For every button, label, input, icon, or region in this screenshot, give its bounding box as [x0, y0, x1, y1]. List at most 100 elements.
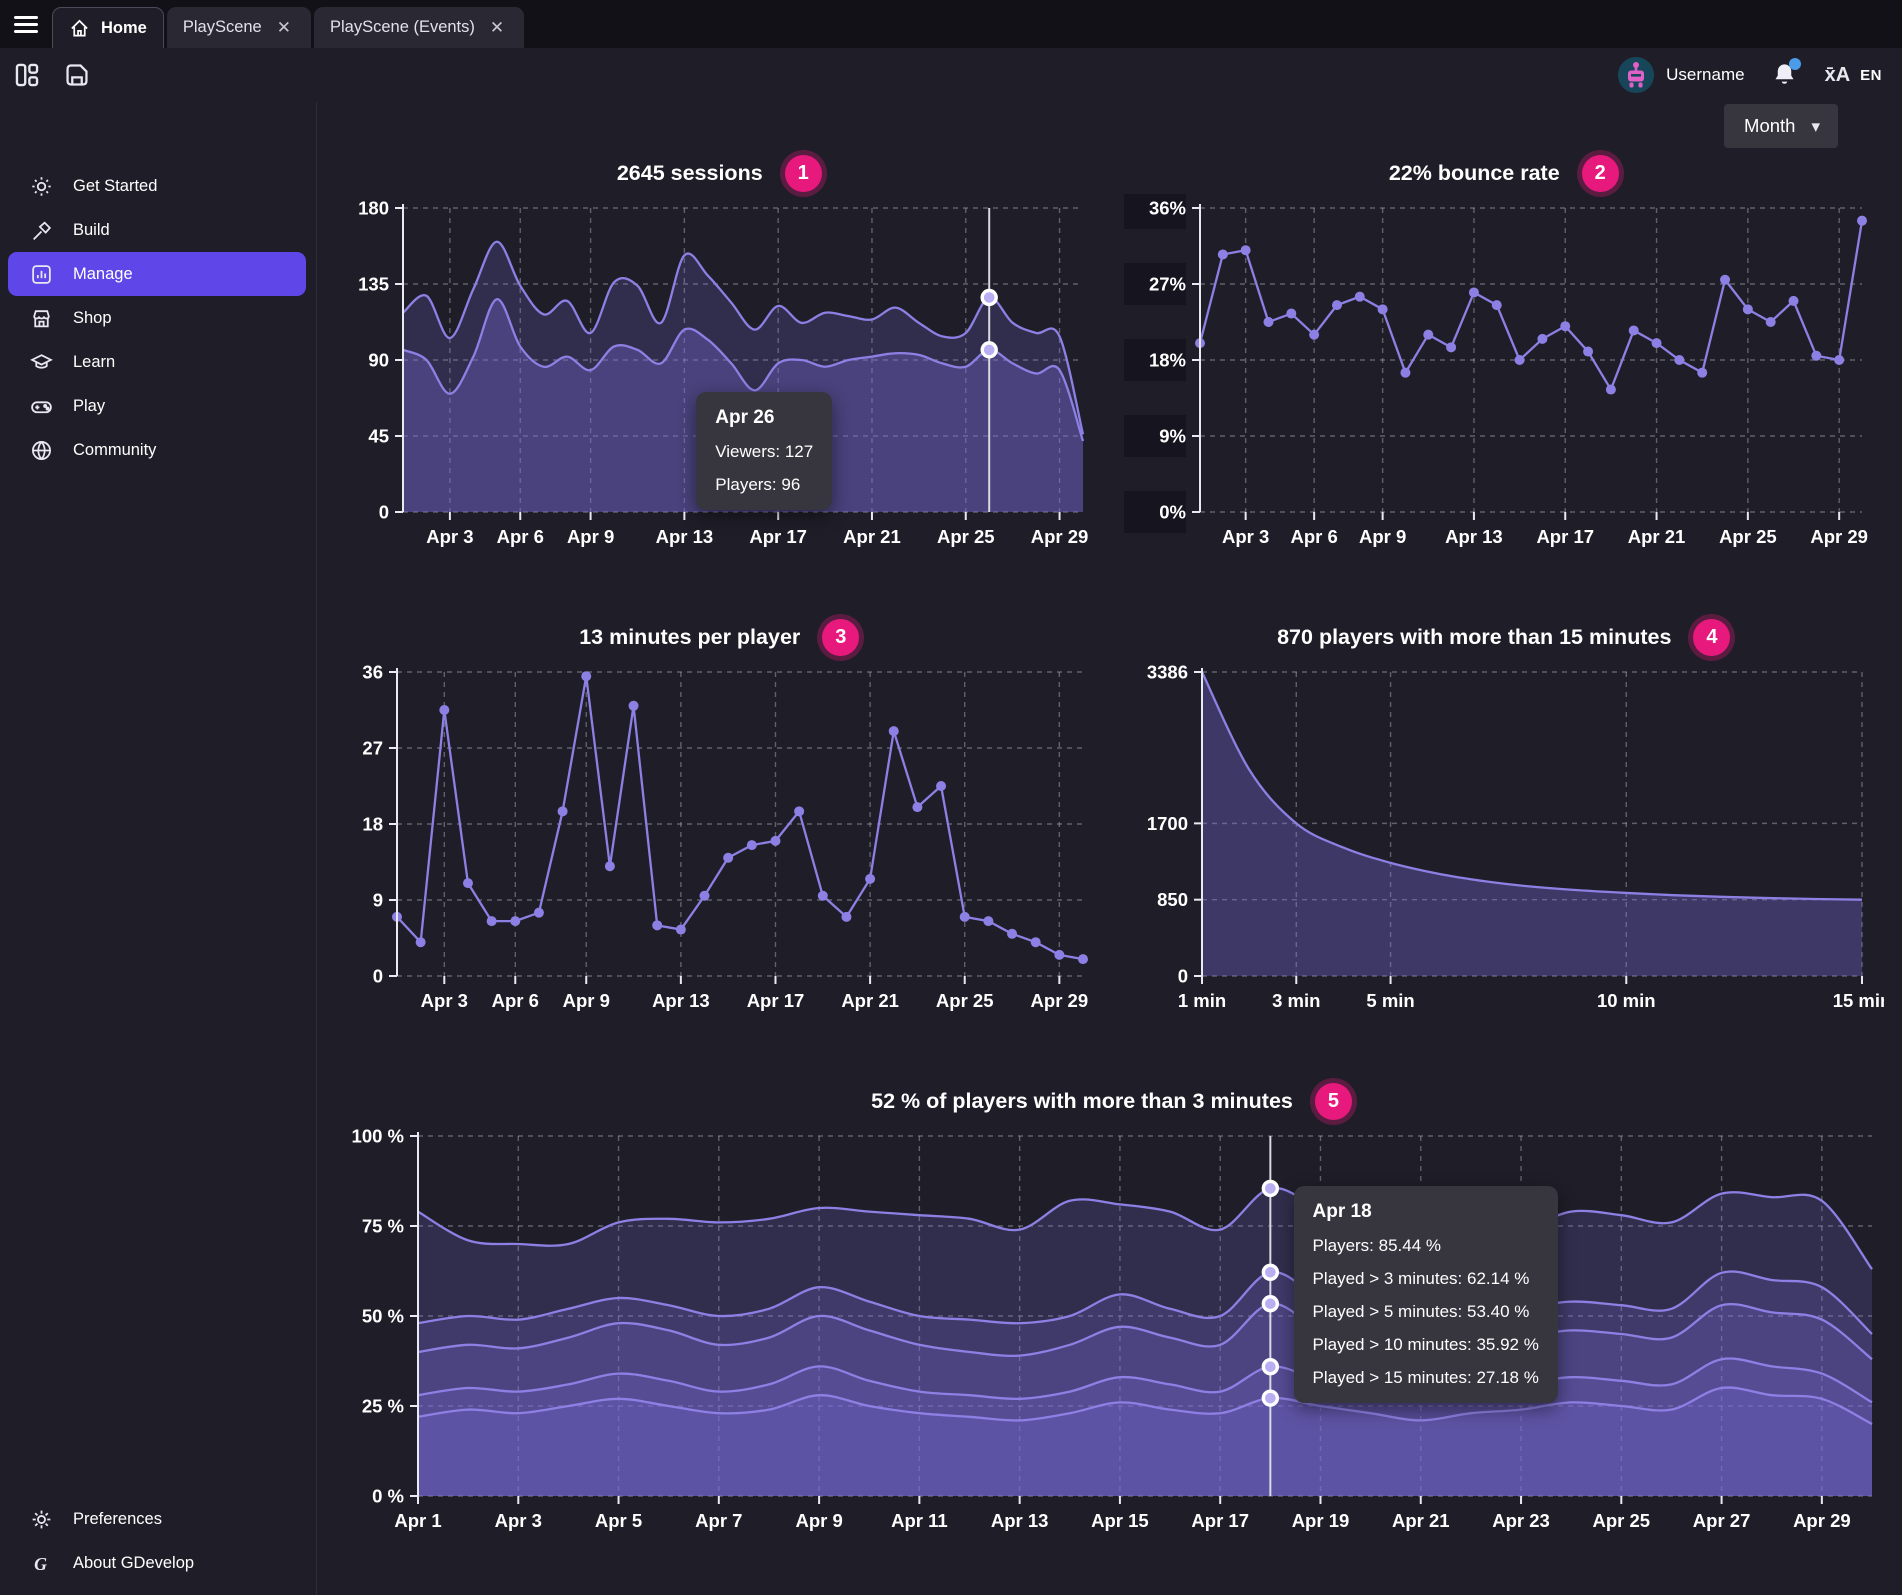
- svg-text:1700: 1700: [1147, 813, 1188, 834]
- minutes-per-player-chart-card: 13 minutes per player 3 0 9 18 27 36 Apr 3 Apr…: [327, 616, 1112, 1018]
- svg-text:Apr 27: Apr 27: [1692, 1510, 1750, 1531]
- sidebar-item-label: Build: [73, 220, 110, 239]
- svg-text:Apr 7: Apr 7: [695, 1510, 742, 1531]
- svg-text:Apr 29: Apr 29: [1810, 526, 1868, 547]
- svg-text:18%: 18%: [1149, 350, 1186, 371]
- home-icon: [71, 19, 88, 37]
- gear-icon: [32, 1510, 51, 1528]
- sidebar-item-community[interactable]: Community: [8, 428, 306, 472]
- user-menu[interactable]: Username: [1618, 57, 1745, 93]
- svg-text:0: 0: [379, 502, 389, 523]
- svg-text:36: 36: [363, 662, 384, 683]
- svg-text:Apr 21: Apr 21: [842, 990, 900, 1011]
- svg-text:1 min: 1 min: [1178, 990, 1226, 1011]
- play-duration-chart-card: 52 % of players with more than 3 minutes…: [327, 1080, 1896, 1542]
- gdevelop-logo-icon: G: [34, 1553, 47, 1573]
- svg-text:Apr 3: Apr 3: [494, 1510, 541, 1531]
- tab-label: PlayScene: [182, 18, 262, 36]
- svg-text:Apr 25: Apr 25: [936, 990, 994, 1011]
- save-icon[interactable]: [64, 62, 90, 88]
- sun-icon: [32, 176, 51, 196]
- svg-text:Apr 13: Apr 13: [1445, 526, 1503, 547]
- svg-text:Apr 9: Apr 9: [1359, 526, 1406, 547]
- svg-text:27%: 27%: [1149, 274, 1186, 295]
- step-badge: 4: [1693, 618, 1731, 656]
- svg-text:Apr 17: Apr 17: [747, 990, 805, 1011]
- period-value: Month: [1744, 115, 1796, 136]
- toolbar: Username x̄A EN: [0, 48, 1902, 102]
- notification-dot: [1788, 58, 1801, 70]
- tab-playscene-events[interactable]: PlayScene (Events) ✕: [313, 7, 525, 48]
- notifications-button[interactable]: [1771, 58, 1801, 89]
- svg-text:180: 180: [358, 198, 389, 219]
- graduation-cap-icon: [30, 353, 53, 369]
- svg-text:Apr 17: Apr 17: [1536, 526, 1594, 547]
- svg-text:Apr 11: Apr 11: [891, 1510, 948, 1531]
- svg-text:Apr 25: Apr 25: [937, 526, 995, 547]
- username-label: Username: [1666, 65, 1745, 84]
- sidebar-item-shop[interactable]: Shop: [8, 296, 306, 340]
- period-select[interactable]: Month: [1724, 104, 1838, 148]
- retention-chart[interactable]: 0 850 1700 3386 1 min 3 min 5 min 10 min 15 min: [1124, 658, 1884, 1018]
- translate-icon: x̄A: [1824, 63, 1851, 86]
- chevron-down-icon: [1811, 115, 1820, 137]
- svg-text:Apr 25: Apr 25: [1719, 526, 1777, 547]
- sidebar-item-label: Get Started: [73, 176, 158, 195]
- step-badge: 3: [822, 618, 860, 656]
- sidebar-item-manage[interactable]: Manage: [8, 252, 306, 296]
- svg-text:3386: 3386: [1147, 662, 1188, 683]
- tab-home[interactable]: Home: [52, 7, 164, 48]
- svg-text:0%: 0%: [1159, 502, 1186, 523]
- svg-text:Apr 3: Apr 3: [421, 990, 468, 1011]
- svg-text:135: 135: [358, 274, 389, 295]
- close-icon[interactable]: ✕: [489, 17, 505, 37]
- svg-text:Apr 13: Apr 13: [652, 990, 710, 1011]
- svg-text:Apr 13: Apr 13: [990, 1510, 1048, 1531]
- tab-playscene[interactable]: PlayScene ✕: [166, 7, 311, 48]
- sidebar-item-label: Manage: [73, 264, 133, 283]
- hamburger-icon: [14, 12, 38, 37]
- svg-text:Apr 6: Apr 6: [1290, 526, 1337, 547]
- svg-text:Apr 21: Apr 21: [1628, 526, 1686, 547]
- svg-text:Apr 25: Apr 25: [1592, 1510, 1650, 1531]
- sidebar-item-label: Community: [73, 440, 157, 459]
- svg-text:10 min: 10 min: [1597, 990, 1656, 1011]
- svg-text:9: 9: [373, 890, 383, 911]
- svg-text:Apr 9: Apr 9: [795, 1510, 842, 1531]
- sidebar-item-label: Shop: [73, 308, 112, 327]
- menu-button[interactable]: [0, 0, 52, 48]
- step-badge: 2: [1581, 154, 1619, 192]
- sidebar-item-about[interactable]: G About GDevelop: [8, 1541, 306, 1585]
- svg-text:Apr 5: Apr 5: [594, 1510, 641, 1531]
- svg-text:Apr 3: Apr 3: [426, 526, 473, 547]
- bell-icon: [1775, 64, 1794, 84]
- sidebar-item-play[interactable]: Play: [8, 384, 306, 428]
- close-icon[interactable]: ✕: [276, 17, 291, 37]
- chart-title: 22% bounce rate: [1388, 160, 1560, 185]
- language-button[interactable]: x̄A EN: [1825, 64, 1882, 87]
- svg-text:Apr 17: Apr 17: [750, 526, 808, 547]
- sidebar-item-label: Preferences: [73, 1509, 162, 1528]
- svg-text:36%: 36%: [1149, 198, 1186, 219]
- svg-text:Apr 1: Apr 1: [394, 1510, 441, 1531]
- sidebar-bottom: Preferences G About GDevelop: [0, 1497, 316, 1595]
- svg-text:Apr 21: Apr 21: [1391, 1510, 1449, 1531]
- sidebar-item-get-started[interactable]: Get Started: [8, 164, 306, 208]
- sidebar-item-build[interactable]: Build: [8, 208, 306, 252]
- project-manager-icon[interactable]: [14, 62, 40, 88]
- svg-text:Apr 21: Apr 21: [843, 526, 901, 547]
- sidebar-item-learn[interactable]: Learn: [8, 340, 306, 384]
- bounce-rate-chart[interactable]: 0% 9% 18% 27% 36% Apr 3 Apr 6 Apr 9 Apr 13 Apr 17…: [1123, 194, 1884, 554]
- svg-text:Apr 6: Apr 6: [492, 990, 539, 1011]
- sidebar-item-preferences[interactable]: Preferences: [8, 1497, 306, 1541]
- svg-text:3 min: 3 min: [1272, 990, 1320, 1011]
- globe-icon: [32, 440, 51, 460]
- play-duration-chart[interactable]: 0 % 25 % 50 % 75 % 100 % Apr 1 Apr 3 Apr 5 Apr 7…: [332, 1122, 1892, 1542]
- svg-text:0: 0: [1177, 966, 1187, 987]
- minutes-per-player-chart[interactable]: 0 9 18 27 36 Apr 3 Apr 6 Apr 9 Apr 13 Apr 17 Apr 2…: [339, 658, 1099, 1018]
- svg-text:Apr 9: Apr 9: [567, 526, 614, 547]
- chart-tooltip: Apr 18 Players: 85.44 % Played > 3 minut…: [1293, 1186, 1558, 1403]
- svg-text:5 min: 5 min: [1366, 990, 1414, 1011]
- svg-text:Apr 17: Apr 17: [1191, 1510, 1249, 1531]
